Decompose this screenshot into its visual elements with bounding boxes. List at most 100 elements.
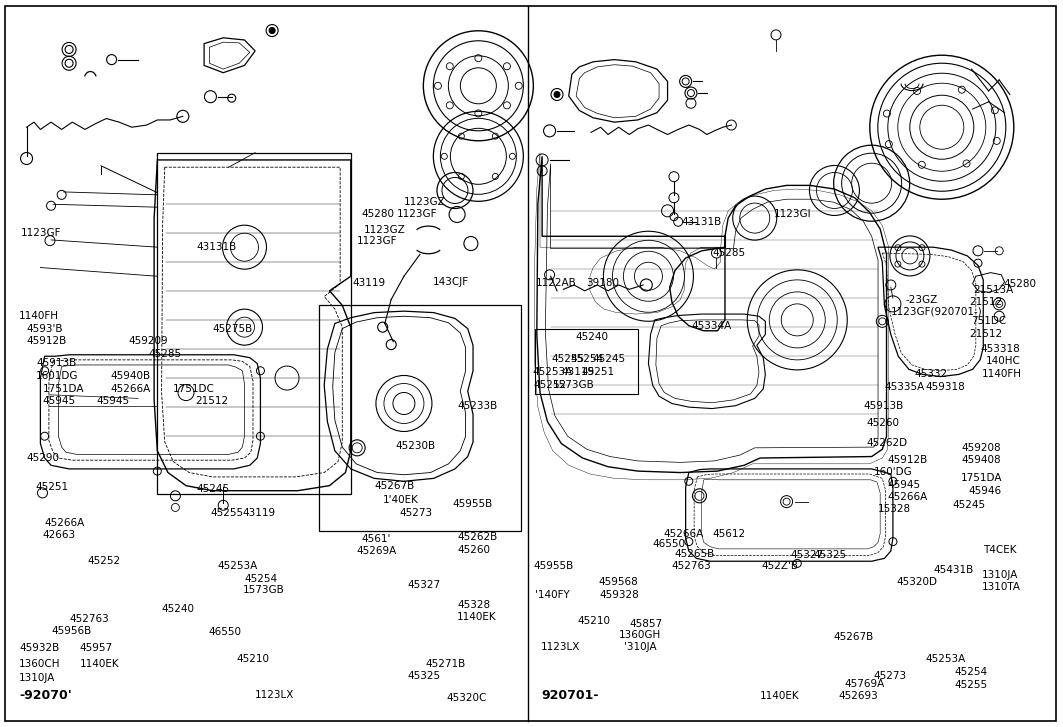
Text: 1'40EK: 1'40EK: [383, 495, 419, 505]
Text: 45285: 45285: [712, 248, 745, 258]
Text: 45913B: 45913B: [863, 401, 904, 411]
Text: 459209: 459209: [129, 336, 168, 346]
Text: 45328: 45328: [457, 600, 490, 610]
Text: 45265B: 45265B: [674, 549, 714, 559]
Text: 1122AB: 1122AB: [536, 278, 576, 288]
Text: 45946: 45946: [968, 486, 1001, 497]
Text: 45254: 45254: [955, 667, 988, 678]
Text: 45280: 45280: [361, 209, 394, 219]
Text: 45245: 45245: [952, 499, 985, 510]
Text: 45335A: 45335A: [884, 382, 925, 392]
Text: 45290: 45290: [27, 453, 60, 463]
Text: 751DC: 751DC: [972, 316, 1007, 326]
Text: 45285: 45285: [149, 349, 182, 359]
Text: 1573GB: 1573GB: [242, 585, 284, 595]
Text: 459328: 459328: [600, 590, 639, 600]
Text: 45210: 45210: [577, 616, 610, 626]
Text: 45266A: 45266A: [111, 384, 151, 394]
Text: 45940B: 45940B: [111, 371, 151, 381]
Text: 45254: 45254: [571, 354, 604, 364]
Text: 1573GB: 1573GB: [553, 380, 594, 390]
Text: 45252: 45252: [534, 380, 567, 390]
Text: 45253A: 45253A: [533, 367, 573, 377]
Text: 43131B: 43131B: [681, 217, 722, 227]
Text: 43131B: 43131B: [197, 242, 237, 252]
Text: 45956B: 45956B: [51, 626, 91, 636]
Text: 45230B: 45230B: [395, 441, 436, 451]
Text: 1310TA: 1310TA: [982, 582, 1022, 593]
Text: 45327: 45327: [791, 550, 824, 561]
Text: 45255: 45255: [210, 507, 243, 518]
Text: 1123GF: 1123GF: [21, 228, 62, 238]
Text: 45273: 45273: [400, 508, 433, 518]
Text: 45945: 45945: [888, 480, 921, 490]
Text: 21513A: 21513A: [974, 285, 1014, 295]
Text: 45260: 45260: [866, 418, 899, 428]
Text: 1601DG: 1601DG: [36, 371, 79, 381]
Text: 45857: 45857: [629, 619, 662, 629]
Text: 452693: 452693: [839, 691, 878, 702]
Text: 45275B: 45275B: [213, 324, 253, 334]
Text: 45945: 45945: [97, 395, 130, 406]
Text: 45327: 45327: [407, 580, 440, 590]
Text: 45266A: 45266A: [888, 492, 928, 502]
Text: 45267B: 45267B: [374, 481, 415, 491]
Text: 1140EK: 1140EK: [457, 612, 496, 622]
Text: 45266A: 45266A: [45, 518, 85, 528]
Text: 45271B: 45271B: [425, 659, 466, 670]
Text: 45273: 45273: [874, 671, 907, 681]
Text: 1140EK: 1140EK: [760, 691, 799, 702]
Text: 4561': 4561': [361, 534, 391, 545]
Text: 160'DG: 160'DG: [874, 467, 912, 477]
Text: 45769A: 45769A: [844, 679, 884, 689]
Text: 15328: 15328: [878, 504, 911, 514]
Text: 452Z'B: 452Z'B: [761, 561, 798, 571]
Text: 1751DA: 1751DA: [43, 384, 84, 394]
Text: -23GZ: -23GZ: [906, 294, 938, 305]
Text: 45253A: 45253A: [218, 561, 258, 571]
Text: 45269A: 45269A: [356, 546, 396, 556]
Text: 21512: 21512: [969, 329, 1002, 339]
Text: -92070': -92070': [19, 689, 72, 702]
Text: 45255: 45255: [552, 354, 585, 364]
Text: 46550: 46550: [653, 539, 686, 549]
Text: 45262D: 45262D: [866, 438, 908, 449]
Text: 452763: 452763: [69, 614, 108, 624]
Text: 45253A: 45253A: [926, 654, 966, 664]
Text: 43119: 43119: [242, 507, 275, 518]
Text: 459208: 459208: [961, 443, 1000, 453]
Text: 1123GF: 1123GF: [396, 209, 437, 219]
Text: 45332: 45332: [914, 369, 947, 379]
Text: 1123GI: 1123GI: [774, 209, 811, 219]
Text: 43119: 43119: [561, 367, 594, 377]
Text: 45267B: 45267B: [833, 632, 874, 642]
Text: 459318: 459318: [926, 382, 965, 392]
Text: 45245: 45245: [197, 483, 230, 494]
Text: 42663: 42663: [43, 530, 75, 540]
Text: 45955B: 45955B: [453, 499, 493, 509]
Text: 4593'B: 4593'B: [27, 324, 63, 334]
Text: 45913B: 45913B: [36, 358, 77, 369]
Text: 45280: 45280: [1003, 279, 1036, 289]
Text: 45957: 45957: [80, 643, 113, 654]
Text: 45320C: 45320C: [446, 693, 487, 703]
Text: 45266A: 45266A: [663, 529, 704, 539]
Text: 452763: 452763: [672, 561, 711, 571]
Text: 1123GZ: 1123GZ: [404, 197, 445, 207]
Text: 39180: 39180: [586, 278, 619, 288]
Text: 1123GZ: 1123GZ: [364, 225, 405, 235]
Text: '310JA: '310JA: [624, 642, 657, 652]
Text: 45334A: 45334A: [691, 321, 731, 332]
Text: 45240: 45240: [575, 332, 608, 342]
Text: 1751DA: 1751DA: [961, 473, 1002, 483]
Text: '140FY: '140FY: [535, 590, 570, 600]
Text: 45262B: 45262B: [457, 532, 497, 542]
Text: 43119: 43119: [353, 278, 386, 288]
Text: 46550: 46550: [208, 627, 241, 638]
Text: 45210: 45210: [236, 654, 269, 664]
Text: 45945: 45945: [43, 395, 75, 406]
Text: 45251: 45251: [581, 367, 614, 377]
Text: 453318: 453318: [980, 344, 1019, 354]
Text: 45325: 45325: [407, 671, 440, 681]
Text: T4CEK: T4CEK: [983, 545, 1017, 555]
